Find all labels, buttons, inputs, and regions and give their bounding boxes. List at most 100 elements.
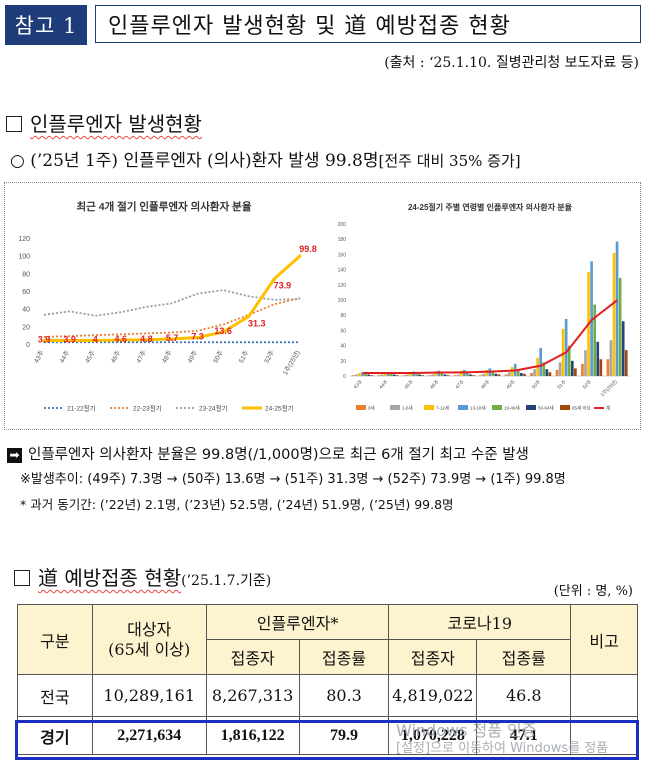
bar-13-18세: [590, 261, 593, 376]
bar-50-64세: [545, 369, 549, 376]
note-text-1: 인플루엔자 의사환자 분율은 99.8명(/1,000명)으로 최근 6개 절기…: [28, 447, 529, 463]
header-target: 대상자 (65세 이상): [91, 604, 207, 675]
bar-50-64세: [392, 374, 396, 376]
bar-13-18세: [564, 319, 568, 376]
watermark-line-1: Windows 정품 인증: [396, 721, 537, 740]
legend-label: 22-23절기: [133, 404, 162, 413]
header-target-label: 대상자: [127, 619, 172, 639]
bar-19-49세: [618, 277, 622, 376]
chart-frame: [4, 182, 641, 430]
bar-50-64세: [596, 341, 600, 376]
bar-0세: [606, 359, 610, 376]
data-point: [170, 337, 174, 341]
x-tick-label: 45주: [404, 379, 416, 391]
bar-0세: [377, 375, 381, 376]
data-point: [196, 336, 200, 340]
y-tick-label: 160: [338, 252, 347, 258]
x-tick-label: 52주: [263, 349, 277, 364]
x-tick-label: 48주: [160, 349, 174, 364]
row-note: [570, 674, 638, 717]
bar-1-6세: [482, 373, 486, 376]
data-label: 4: [93, 334, 98, 344]
row-target: 2,271,634: [91, 716, 207, 755]
x-tick-label: 44주: [58, 349, 72, 364]
header-flu: 인플루엔자*: [205, 604, 390, 640]
bar-0세: [479, 375, 482, 376]
bar-0세: [453, 375, 457, 376]
note-line-3: * 과거 동기간: (’22년) 2.1명, (’23년) 52.5명, (’2…: [20, 497, 454, 512]
bar-19-49세: [389, 373, 393, 376]
bar-0세: [581, 363, 584, 376]
section2-title-text: 道 예방접종 현황: [38, 566, 182, 590]
x-tick-label: 49주: [505, 379, 517, 391]
x-tick-label: 47주: [455, 379, 467, 391]
bar-65세 이상: [497, 374, 501, 376]
legend-label: 23-24절기: [199, 404, 228, 413]
chart-title: 최근 4개 절기 인플루엔자 의사환자 분율: [77, 200, 252, 213]
x-tick-label: 1주(25년): [599, 378, 619, 398]
bar-19-49세: [542, 362, 546, 376]
bar-7-12세: [434, 371, 438, 376]
bar-19-49세: [466, 372, 469, 376]
y-tick-label: 200: [338, 222, 347, 228]
bar-0세: [530, 372, 533, 376]
legend-label: 19-49세: [504, 405, 520, 412]
section2-date: (’25.1.7.기준): [181, 573, 272, 589]
row-name: 경기: [17, 716, 93, 755]
y-tick-label: 120: [338, 283, 347, 289]
bar-65세 이상: [624, 350, 628, 376]
data-label: 73.9: [274, 281, 292, 291]
section-title-outbreak: 인플루엔자 발생현황: [6, 108, 202, 137]
legend-label: 13-18세: [470, 405, 486, 412]
y-tick-label: 40: [22, 307, 30, 314]
activation-watermark: Windows 정품 인증 [설정]으로 이동하여 Windows를 정품: [396, 722, 608, 758]
data-point: [42, 339, 46, 343]
bar-19-49세: [516, 369, 520, 376]
series-line-22-23절기: [43, 297, 301, 338]
series-line-23-24절기: [43, 289, 301, 317]
bar-1-6세: [431, 374, 435, 376]
x-tick-label: 44주: [378, 379, 390, 391]
legend-label: 계: [606, 405, 610, 412]
section-title-text: 인플루엔자 발생현황: [30, 112, 202, 136]
header-covid-rate: 접종률: [476, 639, 572, 675]
x-tick-label: 50주: [211, 349, 225, 364]
table-row: 전국 10,289,161 8,267,313 80.3 4,819,022 4…: [17, 674, 638, 717]
data-label: 4.8: [140, 334, 153, 344]
data-label: 4.6: [115, 334, 128, 344]
legend-label: 1-6세: [402, 405, 413, 412]
bar-50-64세: [570, 360, 574, 376]
y-tick-label: 0: [26, 342, 30, 349]
bar-0세: [352, 375, 355, 376]
legend-swatch: [424, 405, 434, 410]
legend-swatch: [526, 405, 536, 410]
source-note: (출처 : ‘25.1.10. 질병관리청 보도자료 등): [384, 55, 639, 71]
bar-0세: [555, 369, 559, 376]
legend-label: 65세 이상: [572, 405, 591, 412]
bar-19-49세: [415, 373, 418, 376]
chart-weekly-age-ili: 24-25절기 주별 연령별 인플루엔자 의사환자 분율 0 20 40 60 80 100…: [338, 202, 630, 412]
data-point: [144, 338, 148, 342]
bar-65세 이상: [421, 375, 424, 376]
bar-0세: [402, 375, 406, 376]
data-label: 13.6: [214, 326, 232, 336]
bar-7-12세: [358, 372, 361, 376]
note-line-1: ➡ 인플루엔자 의사환자 분율은 99.8명(/1,000명)으로 최근 6개 절…: [7, 443, 529, 464]
bar-65세 이상: [599, 359, 603, 376]
bar-50-64세: [469, 374, 472, 376]
x-tick-label: 51주: [237, 349, 251, 364]
data-point: [247, 314, 251, 318]
note-line-2: ※발생추이: (49주) 7.3명 → (50주) 13.6명 → (51주) …: [20, 472, 566, 487]
bar-7-12세: [409, 372, 412, 376]
y-tick-label: 100: [338, 298, 347, 304]
x-tick-label: 49주: [186, 349, 200, 364]
bar-50-64세: [494, 373, 498, 376]
bar-7-12세: [485, 369, 489, 376]
chart-seasonal-ili: 최근 4개 절기 인플루엔자 의사환자 분율 0 20 40 60 80 100 120 43주…: [18, 200, 316, 413]
row-target: 10,289,161: [91, 674, 207, 717]
bar-50-64세: [621, 321, 625, 376]
bar-19-49세: [440, 372, 444, 376]
data-label: 3.9: [63, 335, 76, 345]
x-tick-label: 1주(25년): [280, 349, 301, 377]
arrow-box-icon: ➡: [7, 447, 22, 463]
